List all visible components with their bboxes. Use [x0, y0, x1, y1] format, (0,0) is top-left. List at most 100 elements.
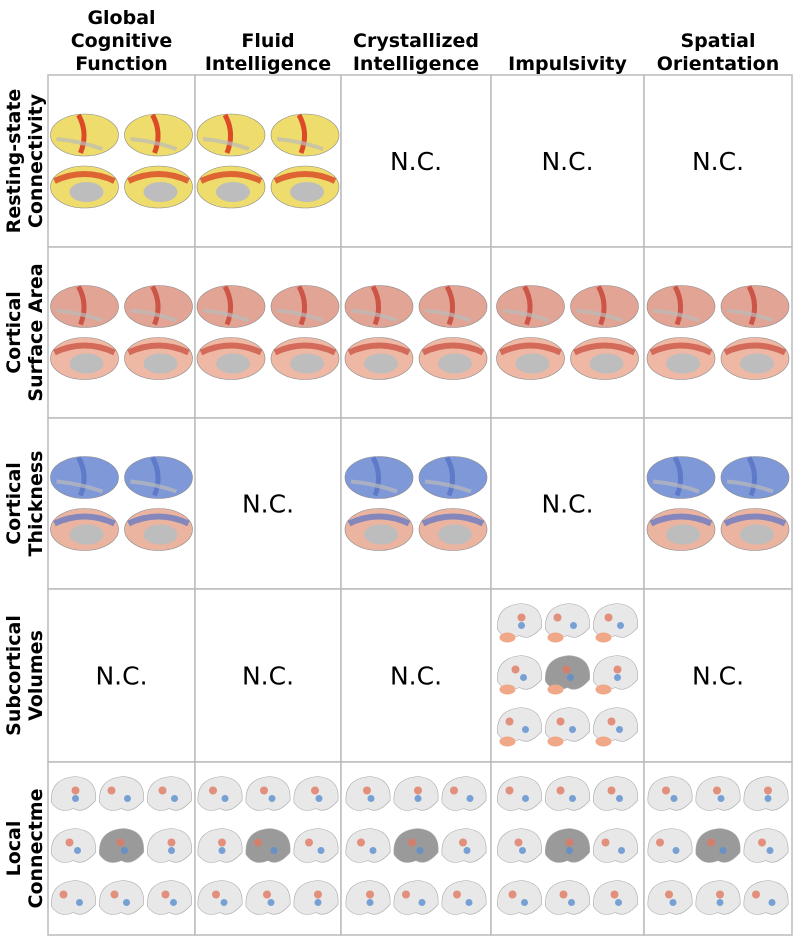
- spot: [465, 899, 473, 906]
- spot: [414, 786, 422, 795]
- medial-wall: [666, 524, 700, 545]
- spot: [505, 717, 514, 726]
- spot: [565, 838, 574, 847]
- cell: [47, 246, 196, 419]
- spot: [463, 847, 471, 854]
- sulcus: [76, 456, 87, 497]
- spot: [672, 847, 680, 854]
- sulcus: [202, 137, 250, 151]
- medial-band: [649, 513, 713, 527]
- row-header: Connectivity: [25, 93, 47, 228]
- spot: [559, 890, 568, 899]
- spot: [65, 838, 74, 847]
- spot: [766, 847, 774, 854]
- spot: [518, 622, 525, 629]
- sulcus: [56, 137, 104, 151]
- spot: [508, 890, 517, 899]
- medial-band: [723, 513, 787, 527]
- spot: [121, 847, 128, 854]
- column-header: Fluid: [241, 30, 294, 52]
- medial-band: [53, 342, 116, 356]
- sulcus: [150, 285, 161, 326]
- brain-image: [196, 113, 340, 209]
- spot: [665, 890, 673, 899]
- spot: [74, 847, 81, 854]
- sulcus: [76, 285, 87, 326]
- spot: [170, 899, 177, 906]
- spot: [466, 795, 474, 802]
- brain-image: [51, 776, 192, 915]
- spot: [107, 786, 116, 795]
- column-header: Orientation: [657, 53, 780, 75]
- sulcus: [424, 308, 472, 323]
- cell: [47, 588, 196, 763]
- spot: [317, 847, 325, 854]
- sulcus: [746, 456, 757, 497]
- spot: [616, 795, 623, 802]
- sulcus: [576, 308, 624, 323]
- cell: [340, 246, 492, 419]
- medial-band: [273, 171, 337, 184]
- spot: [116, 838, 125, 847]
- sulcus: [56, 479, 104, 494]
- slice: [593, 828, 638, 863]
- brain-image: [647, 776, 789, 915]
- medial-wall: [69, 524, 104, 545]
- spot: [618, 847, 625, 854]
- slice: [497, 776, 542, 811]
- spot: [366, 899, 374, 906]
- medial-wall: [740, 524, 774, 545]
- spot: [613, 665, 622, 674]
- spot: [59, 890, 68, 899]
- spot: [752, 890, 760, 899]
- spot: [369, 847, 377, 854]
- spot: [220, 899, 228, 906]
- spot: [314, 890, 322, 899]
- spot: [547, 684, 564, 695]
- medial-band: [127, 171, 190, 184]
- row-header: Local: [3, 821, 25, 877]
- cell-text: N.C.: [95, 662, 147, 691]
- sulcus: [444, 285, 455, 326]
- sulcus: [130, 137, 178, 151]
- brain-image: [196, 285, 340, 380]
- spot: [209, 786, 217, 795]
- medial-band: [199, 342, 263, 356]
- spot: [514, 838, 523, 847]
- spot: [547, 632, 564, 643]
- spot: [758, 838, 766, 847]
- spot: [76, 899, 83, 906]
- brain-image: [497, 603, 638, 747]
- spot: [357, 838, 365, 847]
- sulcus: [370, 456, 381, 497]
- brain-image: [646, 285, 790, 380]
- spot: [616, 726, 623, 733]
- sulcus: [652, 308, 700, 323]
- slice: [245, 828, 291, 863]
- sulcus: [502, 308, 550, 323]
- spot: [124, 795, 131, 802]
- slice: [51, 828, 96, 863]
- slice: [647, 828, 693, 863]
- sulcus: [350, 308, 398, 323]
- cell-text: N.C.: [390, 662, 442, 691]
- spot: [713, 786, 721, 795]
- medial-wall: [143, 524, 178, 545]
- brain-image: [344, 285, 488, 380]
- cell: [643, 74, 793, 248]
- spot: [656, 838, 664, 847]
- spot: [719, 847, 727, 854]
- sulcus: [150, 113, 161, 154]
- spot: [499, 736, 516, 747]
- column-header: Impulsivity: [508, 53, 627, 75]
- sulcus: [130, 479, 178, 494]
- medial-wall: [69, 182, 104, 202]
- brain-image: [646, 456, 790, 551]
- cell-text: N.C.: [242, 490, 294, 519]
- cell: [47, 417, 196, 590]
- medial-wall: [216, 182, 250, 202]
- brain-image: [50, 285, 193, 380]
- column-header: Crystallized: [353, 30, 479, 52]
- medial-band: [649, 342, 713, 356]
- cell: [643, 588, 793, 763]
